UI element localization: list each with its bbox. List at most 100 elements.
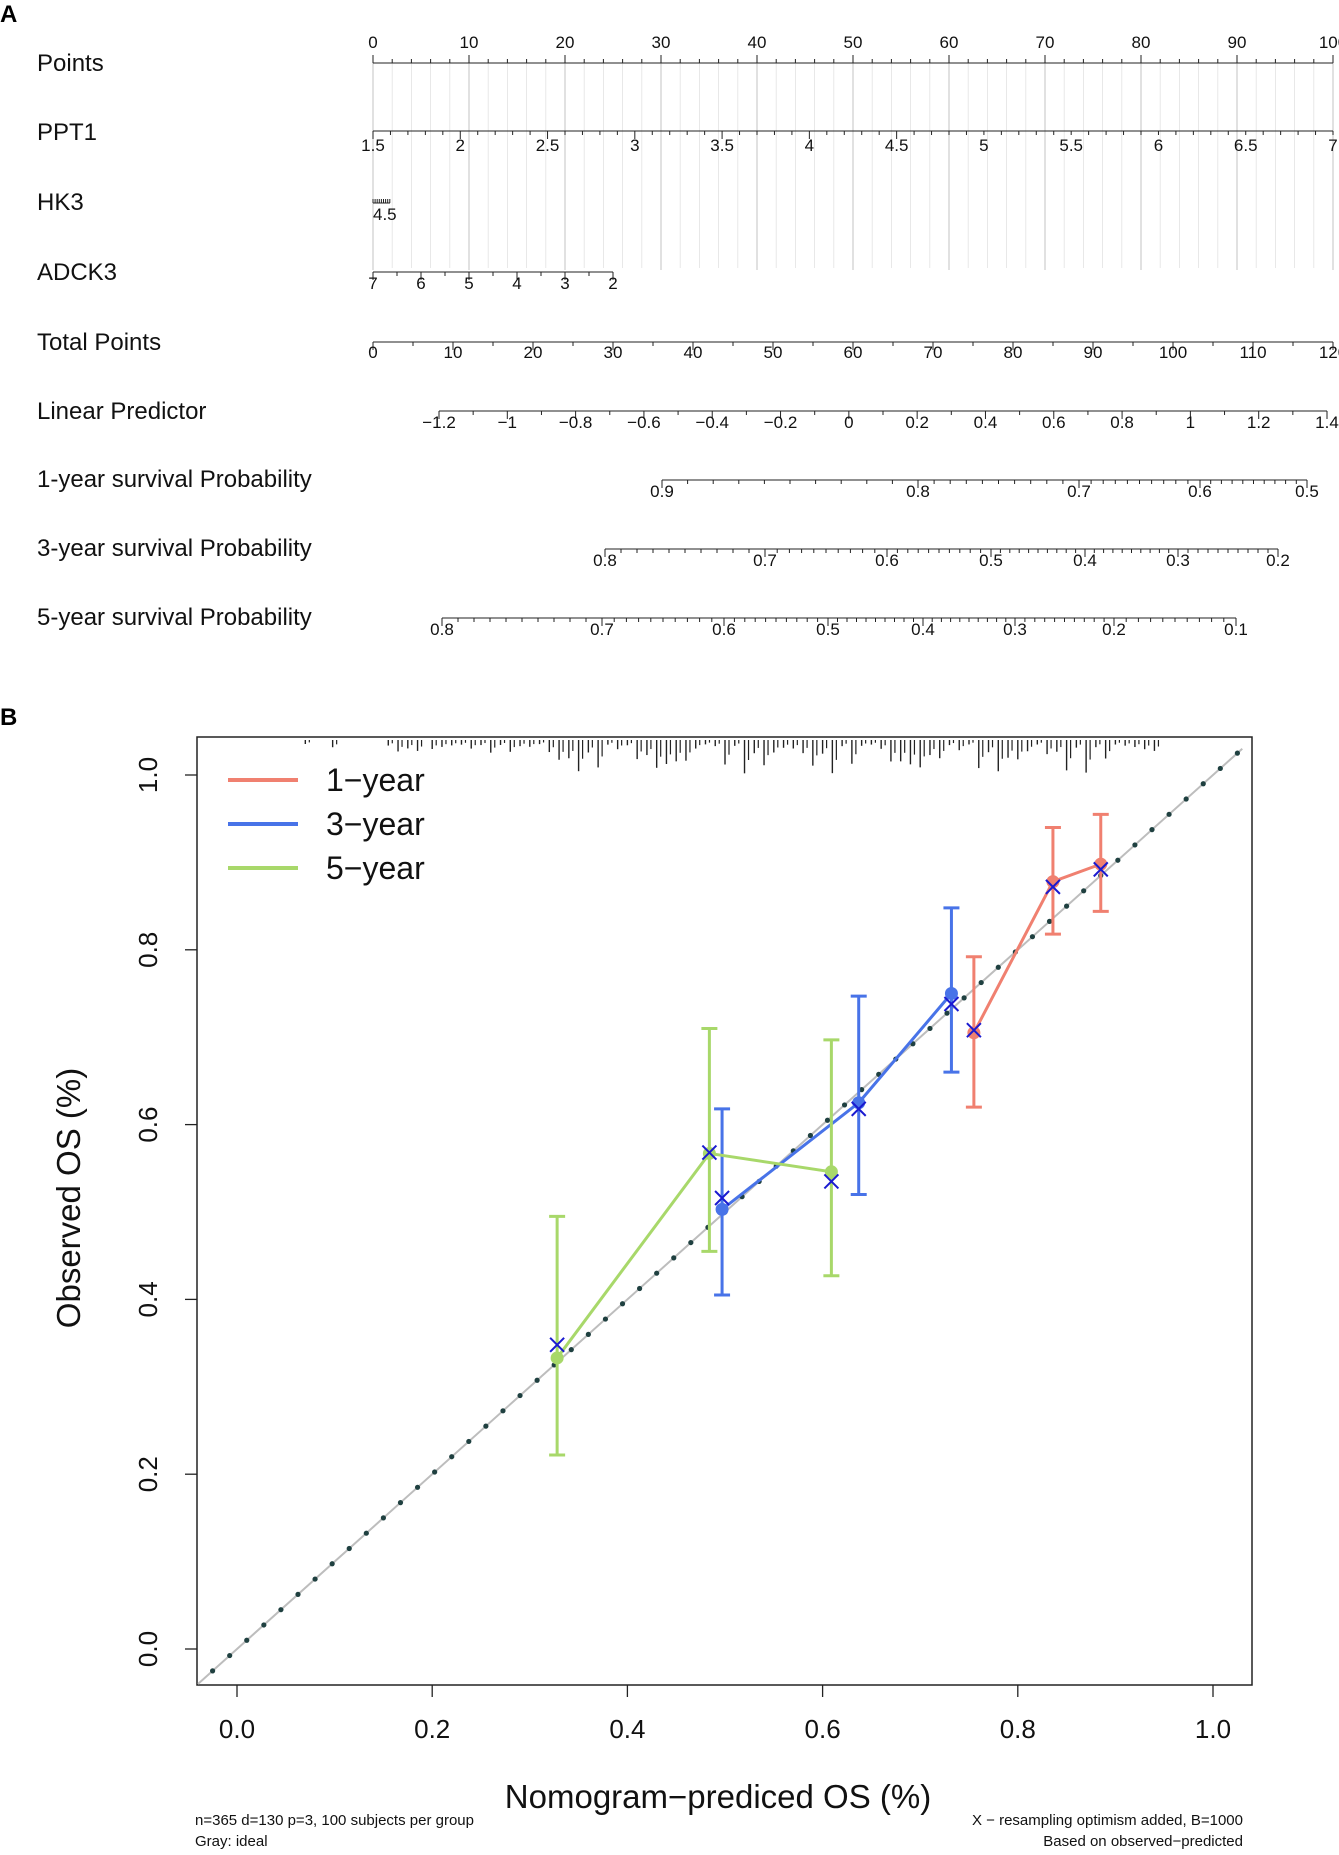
tick-label: 6 (416, 274, 425, 293)
tick-label: 0.4 (974, 413, 998, 432)
calibration-series (549, 812, 1109, 1457)
tick-label: 0 (844, 413, 853, 432)
row-1-year-survival-probability: 1-year survival Probability 0.9 0.8 0.7 0.6 0… (37, 466, 1319, 501)
apparent-dot (619, 1301, 626, 1307)
apparent-dot (1029, 934, 1036, 940)
tick-label: 60 (940, 33, 959, 52)
tick-label: 4.5 (885, 136, 909, 155)
tick-label: 0.6 (1188, 482, 1212, 501)
row-3-year-survival-probability: 3-year survival Probability 0.8 0.7 0.6 0.5 0… (37, 535, 1290, 570)
tick-label: 110 (1239, 343, 1266, 362)
tick-label: 3 (630, 136, 639, 155)
tick-label: 5.5 (1059, 136, 1083, 155)
tick-label: 80 (1132, 33, 1151, 52)
tick-label: 80 (1004, 343, 1023, 362)
row-label: ADCK3 (37, 259, 117, 286)
apparent-dot (1081, 888, 1087, 894)
data-point (550, 1351, 564, 1365)
y-tick-label: 0.4 (133, 1281, 163, 1317)
apparent-dot (961, 995, 967, 1001)
tick-label: 0.4 (911, 620, 935, 639)
tick-label: 1.5 (361, 136, 385, 155)
apparent-dot (1115, 857, 1121, 863)
apparent-dot (1166, 811, 1172, 817)
apparent-dot (363, 1530, 369, 1536)
apparent-dot (671, 1255, 677, 1261)
tick-label: 5 (979, 136, 988, 155)
tick-label: 40 (748, 33, 767, 52)
tick-label: 100 (1159, 343, 1187, 362)
tick-label: 6 (1154, 136, 1163, 155)
row-label: 1-year survival Probability (37, 466, 312, 493)
tick-label: 0.7 (1067, 482, 1091, 501)
row-label: HK3 (37, 189, 84, 216)
tick-label: 70 (924, 343, 943, 362)
tick-label: 40 (684, 343, 703, 362)
corrected-x-mark (943, 996, 960, 1012)
footnote-left-1: n=365 d=130 p=3, 100 subjects per group (195, 1812, 474, 1829)
apparent-dot (841, 1102, 848, 1108)
series-3-year (714, 906, 960, 1297)
apparent-dot (483, 1423, 489, 1429)
apparent-dot (1217, 765, 1223, 772)
row-total-points: Total Points 0 10 20 30 40 50 60 70 80 90 100 110 120 (37, 329, 1339, 362)
apparent-dot (1046, 918, 1053, 924)
apparent-dot (312, 1576, 318, 1582)
row-linear-predictor: Linear Predictor −1.2 −1 −0.8 −0.6 −0.4 −0.2 0 0… (37, 398, 1339, 432)
tick-label: 10 (444, 343, 463, 362)
tick-label: 20 (524, 343, 543, 362)
tick-label: 2 (608, 274, 617, 293)
tick-label: 5 (464, 274, 473, 293)
tick-label: 0.4 (1073, 551, 1097, 570)
nomogram-gridlines (372, 63, 1334, 270)
tick-label: 100 (1319, 33, 1339, 52)
apparent-dot (1149, 827, 1155, 833)
tick-label: 30 (652, 33, 671, 52)
apparent-dot (824, 1117, 831, 1123)
y-tick-label: 0.8 (133, 932, 163, 968)
tick-label: −0.4 (695, 413, 729, 432)
tick-label: 0.6 (875, 551, 899, 570)
tick-label: 1.2 (1247, 413, 1271, 432)
apparent-dot (807, 1132, 814, 1139)
tick-label: 0.2 (1102, 620, 1126, 639)
tick-label: 0.9 (650, 482, 674, 501)
tick-label: 7 (368, 274, 377, 293)
row-label: 5-year survival Probability (37, 604, 312, 631)
ideal-gray-line (197, 748, 1243, 1685)
apparent-dot (517, 1392, 523, 1399)
panel-b-letter: B (0, 704, 17, 731)
tick-label: −1 (498, 413, 517, 432)
tick-label: 70 (1036, 33, 1055, 52)
tick-label: 4 (805, 136, 814, 155)
corrected-x-mark (823, 1173, 840, 1190)
tick-label: 4.5 (373, 205, 397, 224)
footnote-right-1: X − resampling optimism added, B=1000 (972, 1812, 1243, 1829)
tick-label: 50 (764, 343, 783, 362)
row-label: PPT1 (37, 119, 97, 146)
apparent-dot (1132, 842, 1138, 848)
plot-frame (196, 736, 1253, 1686)
apparent-dot (329, 1561, 335, 1567)
x-tick-label: 0.8 (1000, 1714, 1036, 1744)
apparent-dot (380, 1515, 386, 1521)
tick-label: 0.6 (712, 620, 736, 639)
tick-label: −0.6 (627, 413, 661, 432)
x-tick-label: 0.6 (805, 1714, 841, 1744)
apparent-dot (1234, 750, 1240, 756)
apparent-dot (227, 1652, 233, 1659)
y-tick-label: 0.0 (133, 1631, 163, 1667)
apparent-dot (1183, 796, 1189, 802)
tick-label: 0.1 (1224, 620, 1248, 639)
tick-label: 0.8 (430, 620, 454, 639)
tick-label: 3 (560, 274, 569, 293)
tick-label: 0.2 (1266, 551, 1290, 570)
tick-label: 0.8 (906, 482, 930, 501)
legend-label: 5−year (326, 850, 425, 886)
apparent-dot (432, 1469, 438, 1475)
tick-label: 50 (844, 33, 863, 52)
tick-label: 90 (1084, 343, 1103, 362)
apparent-dot (602, 1316, 609, 1322)
apparent-dot (346, 1545, 352, 1552)
